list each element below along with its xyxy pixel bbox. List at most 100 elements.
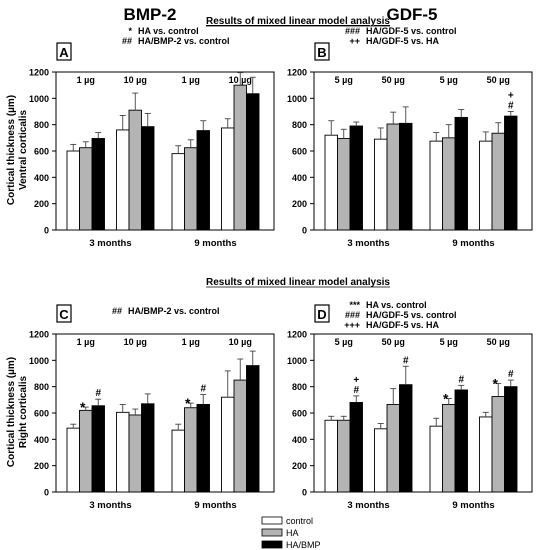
y-axis-title-top-line1: Cortical thickness (µm): [6, 95, 17, 205]
stat-text-b: HA/GDF-5 vs. control: [366, 26, 457, 36]
dose-label-a: 1 µg: [77, 75, 95, 85]
legend: control HA HA/BMP: [261, 516, 321, 550]
sig-mark-d: #: [403, 355, 409, 366]
legend-swatch-habmp: [261, 540, 283, 549]
dose-label-b: 50 µg: [382, 75, 405, 85]
sig-mark-d: *: [493, 375, 499, 391]
y-tick-label-a: 200: [34, 199, 49, 209]
y-tick-label-d: 1200: [287, 330, 307, 340]
heading-gdf5: GDF-5: [387, 5, 438, 24]
y-tick-label-d: 600: [292, 409, 307, 419]
bar-c: [171, 429, 185, 493]
legend-swatch-ha: [261, 528, 283, 537]
bar-d: [337, 419, 351, 493]
y-tick-label-c: 0: [44, 488, 49, 498]
stat-symbol-d: ***: [349, 300, 360, 310]
bar-d: [454, 389, 468, 493]
y-tick-label-c: 400: [34, 435, 49, 445]
bar-c: [184, 407, 198, 493]
bar-b: [386, 123, 400, 231]
sig-mark-c: #: [200, 384, 206, 395]
sig-mark-d: *: [443, 391, 449, 407]
panel-letter-b: B: [317, 45, 326, 60]
bar-d: [442, 403, 456, 493]
bar-c: [141, 403, 155, 493]
dose-label-d: 5 µg: [335, 337, 353, 347]
x-group-label-b: 9 months: [452, 238, 494, 249]
bar-b: [491, 132, 505, 231]
bar-d: [479, 416, 493, 493]
y-tick-label-b: 200: [292, 199, 307, 209]
bar-b: [429, 140, 443, 231]
bar-d: [491, 396, 505, 493]
legend-label-control: control: [286, 516, 313, 526]
panel-letter-box-c: [56, 304, 72, 323]
sig-mark-c: *: [80, 399, 86, 415]
dose-label-d: 50 µg: [382, 337, 405, 347]
bar-b: [399, 122, 413, 231]
stat-text-a: HA vs. control: [138, 26, 199, 36]
panel-b: 0 200 400 600 800 1000 1200 B ### HA/GDF-5 vs. co…: [287, 26, 533, 249]
heading-bmp2: BMP-2: [124, 5, 177, 24]
y-tick-label-b: 600: [292, 147, 307, 157]
bar-d: [429, 425, 443, 493]
x-group-label-c: 9 months: [194, 500, 236, 511]
x-group-label-a: 3 months: [89, 238, 131, 249]
panel-letter-d: D: [317, 307, 326, 322]
dose-label-d: 5 µg: [440, 337, 458, 347]
y-axis-title-bottom-line1: Cortical thickness (µm): [6, 357, 17, 467]
y-tick-label-a: 400: [34, 173, 49, 183]
sig-mark-d: #: [353, 385, 359, 396]
bar-a: [116, 129, 130, 231]
panel-letter-box-b: [314, 42, 330, 61]
bar-b: [454, 116, 468, 231]
bar-a: [233, 84, 247, 231]
bar-b: [324, 134, 338, 231]
y-tick-label-a: 800: [34, 120, 49, 130]
stat-text-d: HA/GDF-5 vs. control: [366, 310, 457, 320]
panel-letter-a: A: [59, 45, 69, 60]
bar-d: [349, 402, 363, 493]
sig-mark-c: *: [185, 395, 191, 411]
y-tick-label-d: 800: [292, 382, 307, 392]
bar-a: [66, 150, 80, 231]
y-axis-title-top: Cortical thickness (µm) Ventral cortical…: [6, 95, 29, 205]
dose-label-c: 1 µg: [77, 337, 95, 347]
stat-symbol-a: *: [128, 26, 132, 36]
stat-symbol-b: ###: [345, 26, 360, 36]
legend-label-ha: HA: [286, 528, 299, 538]
bar-c: [233, 379, 247, 493]
panel-letter-box-a: [56, 42, 72, 61]
bar-d: [374, 428, 388, 493]
dose-label-b: 5 µg: [335, 75, 353, 85]
y-tick-label-a: 0: [44, 226, 49, 236]
sig-mark-d: #: [458, 374, 464, 385]
x-group-label-d: 3 months: [347, 500, 389, 511]
bar-a: [128, 109, 142, 231]
x-group-label-a: 9 months: [194, 238, 236, 249]
y-axis-title-top-line2: Ventral corticalis: [18, 110, 29, 190]
sig-mark-c: #: [95, 388, 101, 399]
y-tick-label-d: 200: [292, 461, 307, 471]
bar-d: [386, 403, 400, 493]
bar-c: [221, 396, 235, 493]
analysis-title-top: Results of mixed linear model analysis: [206, 16, 390, 27]
y-tick-label-a: 600: [34, 147, 49, 157]
bar-a: [141, 126, 155, 231]
y-tick-label-b: 1200: [287, 68, 307, 78]
stat-symbol-a: ##: [122, 36, 132, 46]
sig-mark-d: #: [508, 369, 514, 380]
stat-symbol-b: ++: [349, 36, 360, 46]
bar-d: [399, 384, 413, 493]
sig-mark-d: +: [353, 375, 359, 386]
bar-a: [79, 147, 93, 231]
bar-c: [128, 414, 142, 493]
y-axis-title-bottom: Cortical thickness (µm) Right corticalis: [6, 357, 29, 467]
sig-mark-b: +: [508, 91, 514, 102]
x-group-label-b: 3 months: [347, 238, 389, 249]
stat-text-d: HA vs. control: [366, 300, 427, 310]
dose-label-c: 1 µg: [182, 337, 200, 347]
y-tick-label-c: 200: [34, 461, 49, 471]
y-tick-label-c: 800: [34, 382, 49, 392]
bar-a: [91, 138, 105, 231]
